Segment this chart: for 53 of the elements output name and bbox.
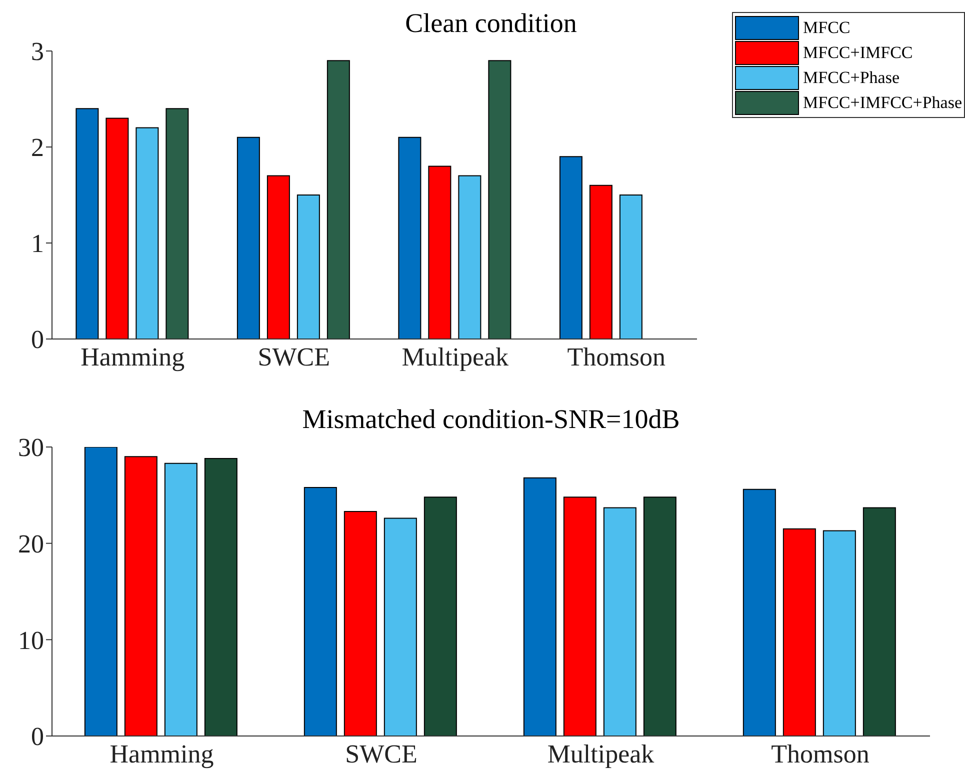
x-tick-label: Thomson [771, 739, 870, 768]
x-tick-label: Multipeak [402, 342, 509, 372]
bar [296, 194, 320, 339]
bar [76, 108, 99, 339]
bar [344, 511, 377, 736]
bar [523, 477, 556, 736]
bar [603, 507, 636, 736]
y-tick-label: 30 [18, 433, 44, 462]
bar [204, 458, 238, 736]
x-tick-label: Thomson [567, 342, 666, 372]
bar [559, 156, 582, 339]
x-tick-label: Multipeak [547, 739, 654, 768]
bar [84, 447, 118, 736]
y-tick-label: 1 [31, 229, 44, 258]
y-tick-label: 2 [31, 133, 44, 162]
chart-title: Mismatched condition-SNR=10dB [301, 404, 681, 435]
x-tick-label: SWCE [258, 342, 330, 372]
bar [166, 108, 189, 339]
legend-label: MFCC+IMFCC+Phase [803, 92, 962, 112]
bar [862, 507, 896, 736]
bar [164, 462, 198, 736]
x-tick-label: Hamming [110, 739, 214, 768]
bar [619, 194, 642, 339]
bar [589, 184, 612, 339]
bar [136, 127, 159, 339]
legend-label: MFCC+IMFCC [803, 42, 913, 62]
bar [384, 518, 417, 736]
legend-label: MFCC+Phase [803, 68, 900, 88]
bar [106, 118, 129, 339]
bar [488, 60, 512, 339]
x-tick-label: Hamming [80, 342, 185, 372]
bar [458, 175, 482, 339]
bar [326, 60, 350, 339]
bar [124, 456, 158, 736]
bar [563, 496, 596, 736]
y-tick-label: 0 [31, 325, 44, 354]
bar [304, 486, 337, 736]
bar [742, 488, 776, 736]
legend-label: MFCC [803, 18, 850, 38]
bar [643, 496, 676, 736]
bar [822, 530, 856, 736]
bar [424, 496, 457, 736]
y-tick-label: 0 [31, 722, 44, 752]
bar [266, 175, 290, 339]
chart-title: Clean condition [405, 8, 577, 38]
y-tick-label: 3 [31, 37, 44, 66]
bar [428, 166, 452, 339]
bar [236, 136, 260, 339]
x-tick-label: SWCE [345, 739, 418, 768]
bar [398, 136, 422, 339]
y-tick-label: 10 [18, 626, 44, 655]
y-tick-label: 20 [18, 530, 44, 559]
bar [782, 528, 816, 736]
